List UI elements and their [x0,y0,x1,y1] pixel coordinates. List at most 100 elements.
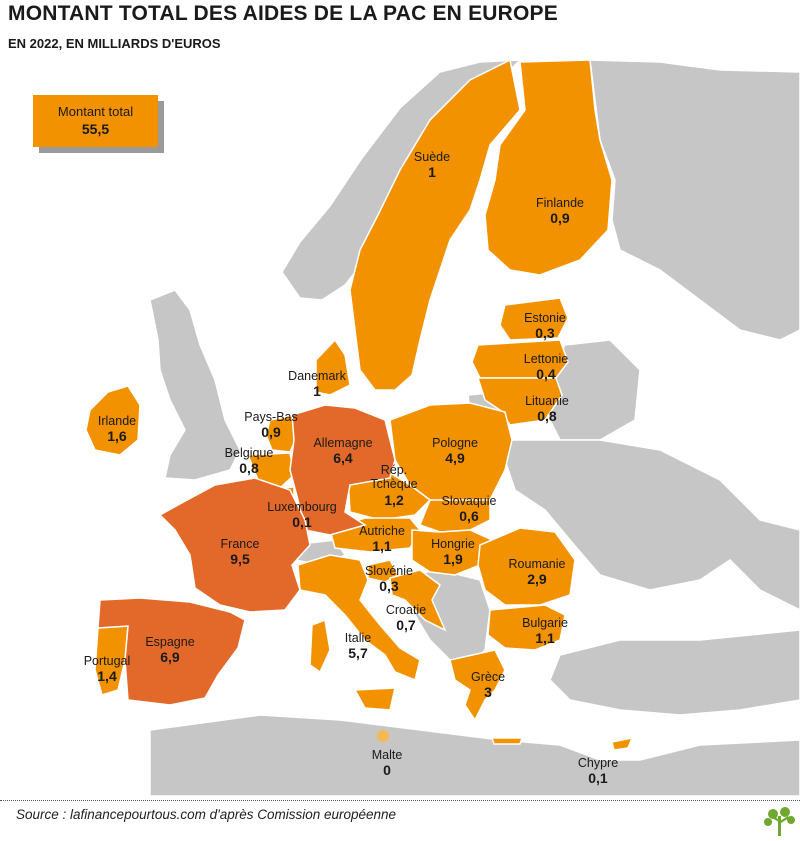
country-name: Grèce [470,670,506,684]
label-france: France 9,5 [221,537,260,567]
country-value: 1 [428,164,436,181]
africa-shape [149,714,800,796]
label-belgium: Belgique 0,8 [225,446,274,476]
country-value: 0,6 [459,508,479,525]
country-name: Pologne [432,436,478,450]
country-name: Malte [371,748,403,762]
label-poland: Pologne 4,9 [432,436,478,466]
country-value: 1,1 [535,630,555,647]
country-value: 0,9 [261,424,281,441]
country-name: Belgique [224,446,274,460]
country-name: Irlande [97,414,137,428]
country-value: 1 [313,383,321,400]
country-name: Suède [413,150,451,164]
country-name: Croatie [385,603,427,617]
country-name: Hongrie [431,537,475,551]
label-netherlands: Pays-Bas 0,9 [244,410,298,440]
total-label: Montant total [57,104,134,119]
country-value: 0,1 [292,514,312,531]
label-slovenia: Slovénie 0,3 [365,564,413,594]
uk-shape [149,289,241,481]
country-value: 0,7 [396,617,416,634]
country-name: Lituanie [525,394,569,408]
label-latvia: Lettonie 0,4 [524,352,568,382]
footer-divider [0,800,800,801]
country-name: Lettonie [523,352,569,366]
country-name: Slovénie [365,564,413,578]
country-name: Italie [344,631,372,645]
total-box: Montant total 55,5 [33,95,158,147]
country-value: 1,9 [443,551,463,568]
label-luxembourg: Luxembourg 0,1 [267,500,337,530]
estonia-shape [499,297,569,341]
crete-shape [490,737,524,745]
country-value: 0,3 [535,325,555,342]
country-value: 0 [383,762,391,779]
country-value: 1,1 [372,538,392,555]
croatia-shape [389,569,447,632]
sicily-shape [353,687,396,711]
finland-shape [484,59,613,276]
label-hungary: Hongrie 1,9 [431,537,475,567]
high-recipients [97,404,396,706]
country-value: 0,8 [239,460,259,477]
country-name: Autriche [359,524,405,538]
country-value: 6,9 [160,649,180,666]
label-bulgaria: Bulgarie 1,1 [522,616,568,646]
country-value: 9,5 [230,551,250,568]
country-value: 0,4 [536,366,556,383]
spain-shape [97,597,246,706]
malta-shape [377,730,389,742]
label-romania: Roumanie 2,9 [509,557,566,587]
country-name: Estonie [524,311,566,325]
germany-shape [289,404,396,536]
label-czechia: Rép. Tchèque 1,2 [359,463,429,508]
country-value: 0,8 [537,408,557,425]
label-malta: Malte 0 [372,748,403,778]
russia-north-shape [589,59,800,341]
label-portugal: Portugal 1,4 [84,654,131,684]
tree-logo-icon [764,807,795,836]
poland-shape [389,402,513,506]
country-name: Rép. Tchèque [370,463,418,492]
map-subtitle: EN 2022, EN MILLIARDS D'EUROS [8,36,221,51]
country-name: Finlande [536,196,584,210]
lithuania-shape [476,377,563,426]
country-name: France [220,537,260,551]
country-name: Roumanie [508,557,566,571]
europe-map [85,58,800,796]
label-sweden: Suède 1 [414,150,450,180]
sardinia-shape [309,618,331,674]
source-note: Source : lafinancepourtous.com d'après C… [16,807,397,822]
label-slovakia: Slovaquie 0,6 [442,494,497,524]
turkey-shape [549,629,800,716]
country-value: 6,4 [333,450,353,467]
country-value: 5,7 [348,645,368,662]
romania-shape [477,527,576,606]
country-value: 0,9 [550,210,570,227]
greece-shape [449,649,506,722]
country-name: Pays-Bas [244,410,298,424]
country-value: 1,2 [384,491,404,508]
country-value: 0,1 [588,770,608,787]
country-name: Danemark [288,369,346,383]
country-value: 4,9 [445,450,465,467]
label-denmark: Danemark 1 [288,369,346,399]
total-value: 55,5 [81,121,110,137]
ukraine-shape [504,439,800,611]
cyprus-shape [611,736,634,751]
italy-shape [297,554,421,682]
label-lithuania: Lituanie 0,8 [525,394,569,424]
country-value: 1,4 [97,668,117,685]
sweden-shape [349,58,521,391]
country-value: 0,3 [379,578,399,595]
country-name: Luxembourg [267,500,337,514]
map-title: MONTANT TOTAL DES AIDES DE LA PAC EN EUR… [8,2,558,25]
france-shape [158,477,311,613]
label-estonia: Estonie 0,3 [524,311,566,341]
country-name: Chypre [577,756,619,770]
label-spain: Espagne 6,9 [145,635,194,665]
country-value: 3 [484,684,492,701]
country-name: Slovaquie [441,494,497,508]
non-eu-land [149,59,800,796]
